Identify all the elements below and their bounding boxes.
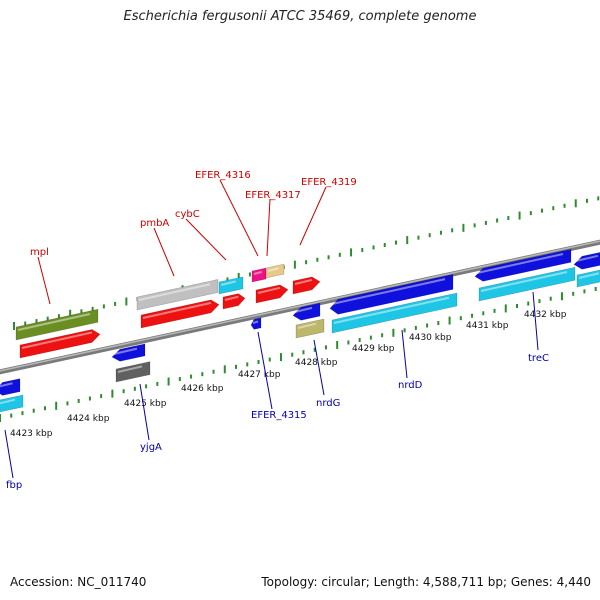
gene-pmbA (140, 299, 220, 329)
gene-label-yjgA: yjgA (140, 442, 162, 453)
kbp-axis-labels: 4423 kbp 4424 kbp 4425 kbp 4426 kbp 4427… (10, 310, 567, 439)
gene-nrdD-shine (331, 278, 446, 305)
gene-pmbA-type (136, 279, 219, 311)
gene-4317 (255, 284, 289, 304)
gene-fbp-shine (0, 382, 13, 388)
gene-cybC-shine (224, 295, 239, 301)
gene-label-EFER_4317: EFER_4317 (245, 190, 301, 201)
leader-lines (4, 179, 539, 479)
gene-label-EFER_4319: EFER_4319 (301, 177, 357, 188)
gene-right-edge-type (576, 269, 600, 288)
gene-label-fbp: fbp (6, 480, 22, 491)
leader-line (4, 429, 14, 479)
gene-treC (474, 248, 572, 282)
gene-mpl-shine (21, 331, 93, 349)
gene-label-treC: treC (528, 353, 549, 364)
leader-line (257, 331, 273, 410)
gene-fbp (0, 378, 21, 396)
kbp-label: 4432 kbp (524, 310, 567, 320)
gene-nrdG (292, 302, 321, 321)
gene-cybC-type (218, 276, 244, 295)
gene-yjgA-type (115, 361, 151, 383)
gene-cybC (222, 293, 246, 310)
gene-mpl-type-shine (17, 313, 91, 331)
gene-4316b-type (265, 263, 285, 279)
gene-nrdD-type-shine (333, 296, 450, 324)
gene-treC-type-shine (480, 271, 568, 292)
accession-text: Accession: NC_011740 (10, 575, 147, 589)
leader-line (313, 339, 325, 396)
gene-nrdD-type (331, 292, 458, 334)
gene-nrdG-type-shine (297, 322, 317, 329)
gene-yjgA-type-shine (117, 365, 143, 373)
gene-4316-type (251, 267, 267, 283)
gene-fbp-type (0, 394, 24, 413)
gene-label-nrdD: nrdD (398, 380, 423, 391)
gene-cybC-type-shine (220, 280, 237, 286)
gene-treC-shine (476, 253, 564, 274)
genome-summary-text: Topology: circular; Length: 4,588,711 bp… (261, 575, 591, 589)
leader-line (299, 186, 327, 246)
gene-EFER_4315 (250, 317, 262, 330)
gene-nrdD (329, 274, 454, 315)
kbp-label: 4425 kbp (124, 399, 167, 409)
gene-4319-shine (294, 278, 313, 285)
gene-pmbA-type-shine (138, 283, 211, 301)
gene-mpl-type (15, 308, 99, 341)
gene-label-cybC: cybC (175, 209, 200, 220)
genome-backbone-highlight (0, 240, 600, 372)
kbp-label: 4428 kbp (295, 358, 338, 368)
kbp-label: 4430 kbp (409, 333, 452, 343)
gene-label-mpl: mpl (30, 247, 49, 258)
gene-yjgA-shine (113, 347, 138, 355)
gene-treC-type (478, 266, 576, 302)
kbp-label: 4424 kbp (67, 414, 110, 424)
gene-right-edge-shine (575, 254, 599, 262)
gene-right-edge-type-shine (578, 272, 600, 279)
gene-4319 (292, 276, 321, 295)
leader-line (266, 198, 271, 257)
genome-backbone (0, 239, 600, 375)
gene-4316-type-shine (253, 270, 263, 275)
gene-label-pmbA: pmbA (140, 218, 169, 229)
leader-line (532, 291, 539, 351)
leader-line (185, 218, 227, 261)
gene-features (0, 248, 600, 413)
genome-title: Escherichia fergusonii ATCC 35469, compl… (123, 9, 477, 24)
gene-EFER_4315-shine (252, 320, 259, 324)
gene-yjgA (111, 343, 146, 362)
leader-line (153, 227, 175, 277)
leader-line (37, 256, 51, 305)
kbp-label: 4431 kbp (466, 321, 509, 331)
gene-nrdG-type (295, 318, 325, 339)
gene-4317-shine (257, 286, 281, 294)
gene-4316b-type-shine (267, 267, 279, 272)
kbp-label: 4423 kbp (10, 429, 53, 439)
gene-fbp-type-shine (0, 398, 16, 405)
gene-mpl (19, 329, 101, 359)
gene-label-EFER_4315: EFER_4315 (251, 410, 307, 421)
gene-label-nrdG: nrdG (316, 398, 340, 409)
lower-tick-track (0, 286, 597, 422)
gene-pmbA-shine (142, 301, 212, 319)
gene-label-EFER_4316: EFER_4316 (195, 170, 251, 181)
gene-right-edge (573, 252, 600, 270)
leader-line (219, 179, 259, 257)
kbp-label: 4427 kbp (238, 370, 281, 380)
leader-line (401, 329, 408, 379)
gene-nrdG-shine (294, 306, 313, 313)
kbp-label: 4429 kbp (352, 344, 395, 354)
leader-line (139, 383, 150, 441)
kbp-label: 4426 kbp (181, 384, 224, 394)
